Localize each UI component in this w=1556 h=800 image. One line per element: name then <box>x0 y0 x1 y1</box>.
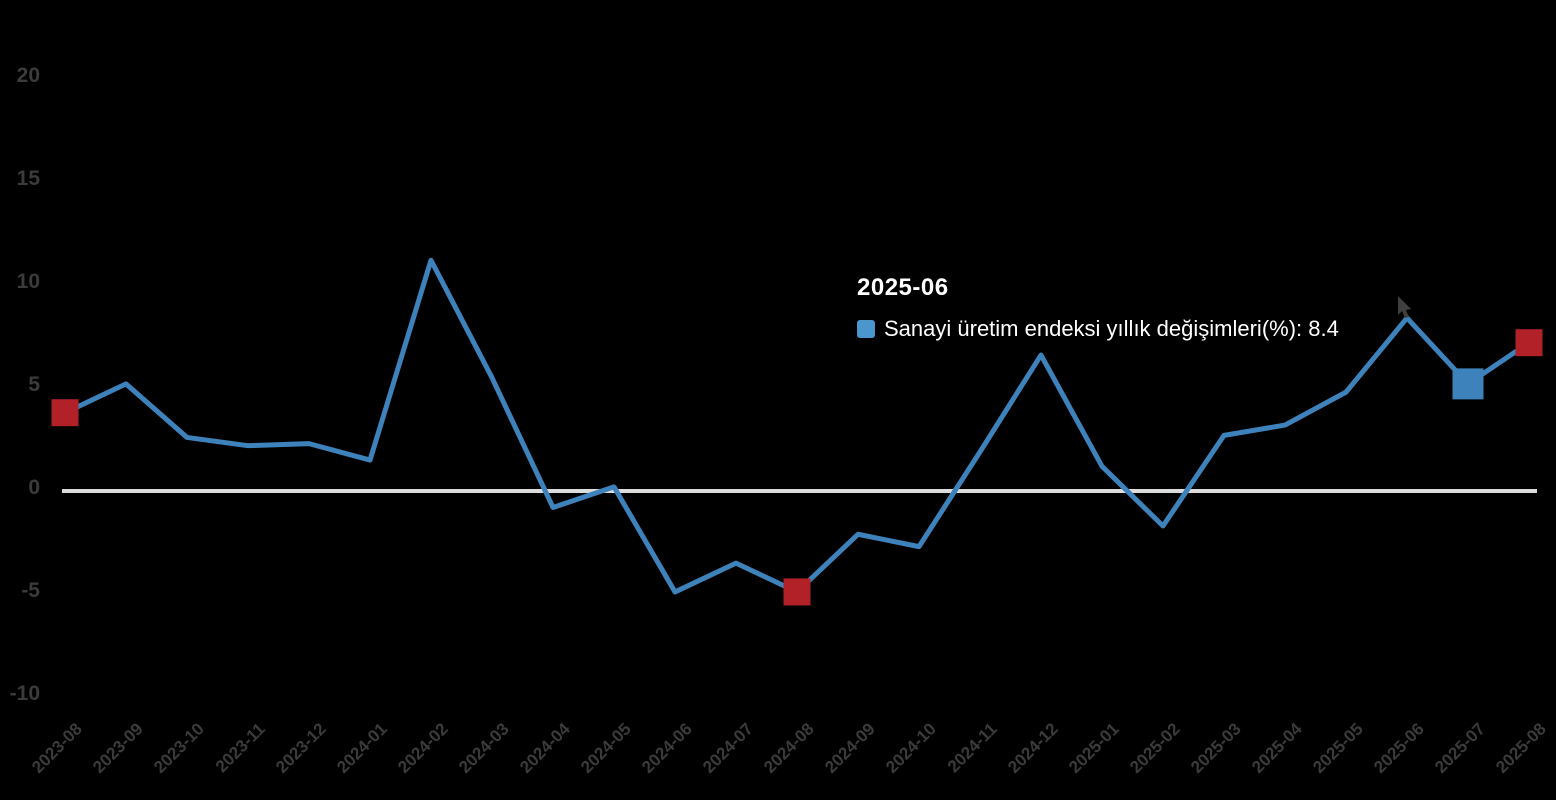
tooltip-series-row: Sanayi üretim endeksi yıllık değişimleri… <box>857 316 1339 342</box>
series-legend-marker-icon <box>857 320 875 338</box>
y-axis-label: -10 <box>9 682 40 705</box>
tooltip-series-text: Sanayi üretim endeksi yıllık değişimleri… <box>884 316 1339 341</box>
y-axis-label: 15 <box>16 167 40 190</box>
zero-reference-line <box>62 489 1537 493</box>
y-axis-label: 10 <box>16 270 40 293</box>
tooltip-title: 2025-06 <box>857 274 949 301</box>
y-axis-label: 5 <box>28 373 40 396</box>
y-axis-label: 20 <box>16 64 40 87</box>
data-point-marker-blue[interactable] <box>1452 368 1484 400</box>
tooltip: 2025-06 Sanayi üretim endeksi yıllık değ… <box>857 274 1339 342</box>
data-point-marker-red[interactable] <box>783 578 811 606</box>
data-point-marker-red[interactable] <box>1515 329 1543 357</box>
y-axis-label: -5 <box>21 579 40 602</box>
y-axis-label: 0 <box>28 476 40 499</box>
data-point-marker-red[interactable] <box>51 399 79 427</box>
mouse-cursor-icon <box>1398 295 1411 318</box>
